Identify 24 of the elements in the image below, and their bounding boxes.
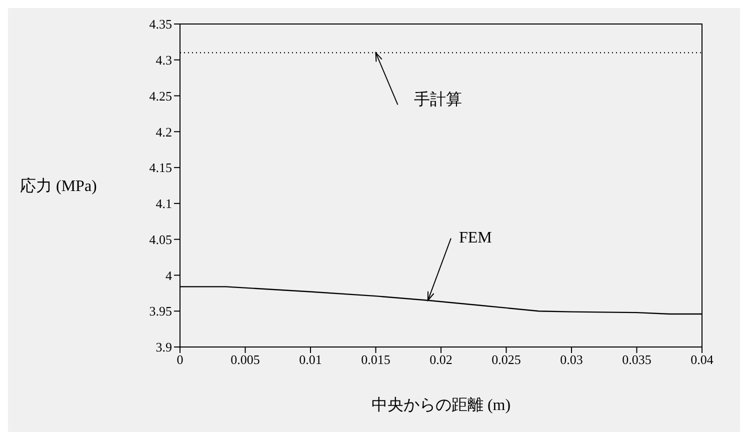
y-tick-label: 4.35 (149, 16, 172, 32)
y-tick-label: 3.95 (149, 304, 172, 319)
y-tick-label: 4.05 (149, 232, 172, 247)
x-tick-label: 0.005 (230, 352, 260, 368)
annotation: FEM (458, 229, 492, 246)
annotation: 手計算 (414, 90, 462, 109)
y-tick-label: 4.25 (149, 88, 172, 104)
y-tick-label: 4.3 (156, 52, 172, 68)
x-tick-label: 0.04 (690, 352, 714, 368)
y-tick-label: 3.9 (156, 340, 172, 355)
line-series (180, 286, 702, 315)
x-axis-title: 中央からの距離 (m) (371, 396, 511, 414)
x-tick-label: 0.035 (622, 352, 652, 368)
x-tick-label: 0.03 (560, 352, 583, 368)
x-tick-label: 0.015 (361, 352, 390, 368)
y-tick-label: 4 (166, 268, 172, 283)
y-tick-label: 4.2 (156, 124, 172, 140)
x-tick-label: 0.01 (299, 352, 322, 368)
x-tick-label: 0.02 (430, 352, 452, 368)
y-tick-label: 4.1 (156, 196, 172, 212)
y-axis-title: 応力 (MPa) (20, 177, 97, 196)
y-tick-label: 4.15 (149, 160, 172, 176)
x-tick-label: 0 (176, 352, 184, 368)
x-tick-label: 0.025 (492, 352, 521, 368)
